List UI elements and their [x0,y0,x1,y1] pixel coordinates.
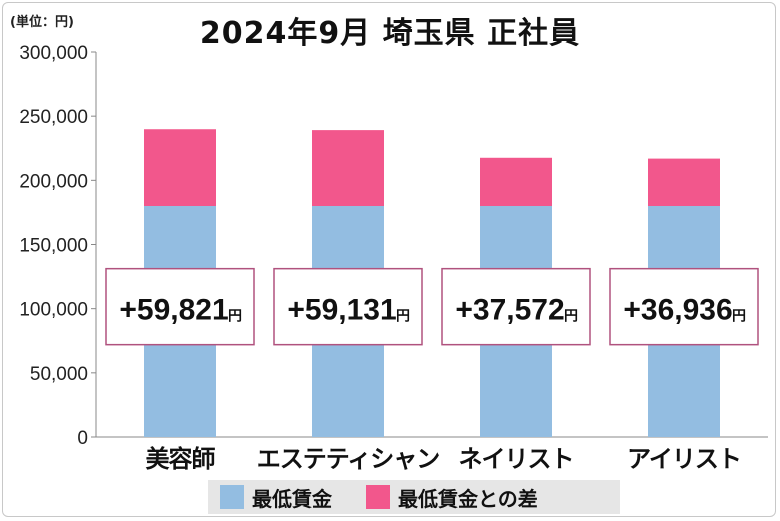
y-tick-label: 300,000 [19,43,88,64]
y-tick-label: 200,000 [19,171,88,192]
callout-unit: 円 [564,309,578,325]
callout-unit: 円 [396,309,410,325]
y-tick-label: 0 [77,428,88,449]
callout-amount: +37,572 [455,294,564,327]
callout-box [441,267,591,346]
chart-title: 2024年9月 埼玉県 正社員 [199,16,581,51]
callout-amount: +59,821 [119,294,228,327]
y-tick-label: 50,000 [30,364,88,385]
unit-label: (単位：円) [10,15,74,30]
legend-label-diff: 最低賃金との差 [398,486,538,511]
callout-amount: +59,131 [287,294,396,327]
x-category-label: エステティシャン [257,445,440,473]
legend: 最低賃金 最低賃金との差 [208,480,620,514]
x-category-label: ネイリスト [459,445,574,473]
legend-item-min-wage: 最低賃金 [220,483,332,512]
callout-unit: 円 [228,309,242,325]
callout-unit: 円 [732,309,746,325]
bar-diff [144,129,216,206]
callout-box [609,267,759,346]
bar-diff [648,158,720,206]
legend-label-min-wage: 最低賃金 [252,486,332,511]
callout-amount: +36,936 [623,294,732,327]
legend-swatch-diff [366,485,390,509]
x-category-label: アイリスト [627,445,741,473]
callout-box [273,267,423,346]
legend-swatch-min-wage [220,485,244,509]
y-tick-label: 100,000 [19,300,88,321]
x-category-label: 美容師 [146,445,216,473]
legend-item-diff: 最低賃金との差 [366,483,538,512]
bar-diff [480,157,552,206]
callout-box [105,267,255,346]
y-tick-label: 250,000 [19,107,88,128]
bar-diff [312,130,384,206]
y-tick-label: 150,000 [19,236,88,257]
